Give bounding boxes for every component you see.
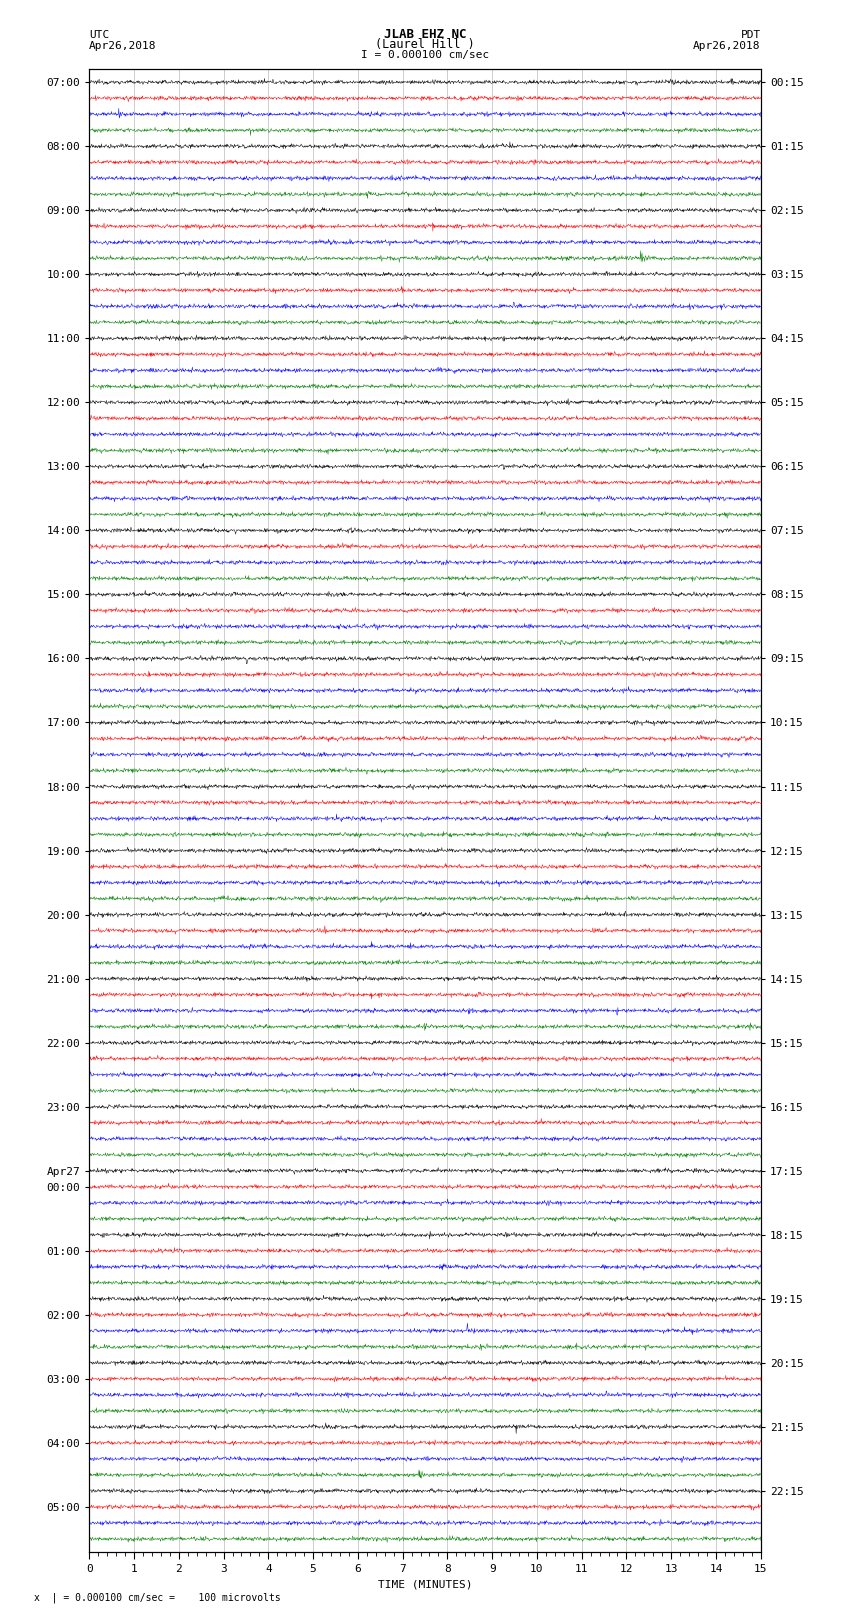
Text: UTC: UTC	[89, 31, 110, 40]
Text: I = 0.000100 cm/sec: I = 0.000100 cm/sec	[361, 50, 489, 60]
Text: (Laurel Hill ): (Laurel Hill )	[375, 37, 475, 50]
Text: Apr26,2018: Apr26,2018	[89, 40, 156, 50]
Text: x  | = 0.000100 cm/sec =    100 microvolts: x | = 0.000100 cm/sec = 100 microvolts	[34, 1592, 280, 1603]
Text: Apr26,2018: Apr26,2018	[694, 40, 761, 50]
Text: JLAB EHZ NC: JLAB EHZ NC	[383, 27, 467, 40]
Text: PDT: PDT	[740, 31, 761, 40]
X-axis label: TIME (MINUTES): TIME (MINUTES)	[377, 1579, 473, 1589]
